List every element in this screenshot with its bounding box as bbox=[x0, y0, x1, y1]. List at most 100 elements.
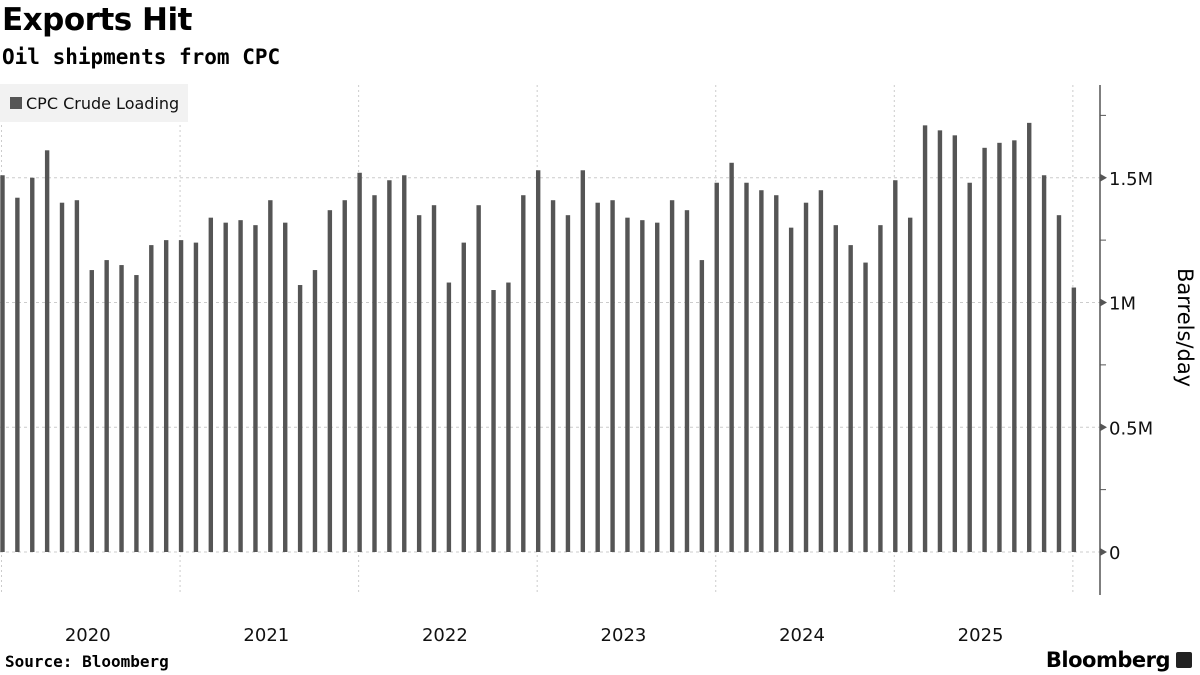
x-tick-label: 2020 bbox=[65, 625, 111, 646]
bar-2025-01 bbox=[893, 180, 898, 552]
y-tick-label: 1.5M bbox=[1109, 169, 1153, 190]
x-tick-label: 2025 bbox=[958, 625, 1004, 646]
bar-2020-06 bbox=[74, 200, 80, 552]
bar-2023-09 bbox=[655, 222, 660, 552]
bar-2024-02 bbox=[729, 162, 734, 552]
bar-2025-07 bbox=[982, 147, 987, 552]
bar-2021-05 bbox=[238, 220, 243, 553]
bar-2021-03 bbox=[208, 217, 214, 553]
bar-2024-05 bbox=[774, 195, 779, 552]
bar-2023-03 bbox=[565, 215, 571, 553]
bar-2023-08 bbox=[640, 220, 645, 553]
bloomberg-logo: Bloomberg bbox=[1046, 648, 1192, 672]
bar-2020-07 bbox=[89, 270, 94, 552]
bar-2025-02 bbox=[907, 217, 913, 553]
x-tick-label: 2024 bbox=[779, 625, 825, 646]
bar-2021-07 bbox=[268, 200, 273, 552]
bar-2025-11 bbox=[1041, 175, 1047, 552]
bar-2020-03 bbox=[30, 177, 35, 552]
bar-2024-11 bbox=[863, 262, 868, 552]
legend-label: CPC Crude Loading bbox=[26, 93, 180, 113]
y-tick bbox=[1100, 423, 1107, 432]
bar-2026-01 bbox=[1071, 287, 1077, 552]
bar-2022-11 bbox=[506, 282, 511, 552]
x-axis-labels: 2020 2021 2022 2023 2024 2025 bbox=[65, 625, 1004, 646]
bar-2021-12 bbox=[342, 200, 347, 552]
bar-2022-01 bbox=[357, 172, 362, 552]
bar-2024-07 bbox=[803, 202, 809, 552]
chart-subtitle: Oil shipments from CPC bbox=[2, 45, 281, 69]
x-tick-label: 2022 bbox=[422, 625, 468, 646]
bar-2023-12 bbox=[699, 260, 705, 552]
bar-2023-07 bbox=[625, 217, 630, 553]
bar-2021-02 bbox=[193, 242, 199, 552]
bar-2023-05 bbox=[595, 202, 600, 552]
y-tick bbox=[1100, 548, 1107, 556]
bar-2024-10 bbox=[848, 245, 853, 553]
bar-2024-12 bbox=[878, 225, 883, 552]
bar-2022-02 bbox=[372, 195, 377, 552]
bar-2021-11 bbox=[327, 210, 333, 552]
bar-2020-05 bbox=[59, 202, 65, 552]
bar-2024-01 bbox=[714, 182, 719, 553]
bar-2022-09 bbox=[476, 205, 481, 552]
legend-swatch bbox=[10, 97, 22, 109]
source-note: Source: Bloomberg bbox=[5, 652, 169, 671]
x-tick-label: 2021 bbox=[243, 625, 289, 646]
bar-2025-06 bbox=[967, 182, 972, 553]
bar-2023-10 bbox=[669, 200, 675, 552]
bar-2022-12 bbox=[521, 195, 526, 552]
bar-2025-10 bbox=[1027, 122, 1032, 553]
y-axis: 0 0.5M 1M 1.5M bbox=[1099, 85, 1153, 595]
bar-2023-11 bbox=[684, 210, 690, 552]
chart-title: Exports Hit bbox=[2, 2, 192, 38]
bar-2020-01 bbox=[0, 175, 5, 552]
bar-2022-10 bbox=[491, 290, 496, 552]
bar-2025-12 bbox=[1056, 215, 1062, 553]
bar-2020-02 bbox=[15, 197, 20, 552]
y-tick-label: 0 bbox=[1109, 543, 1120, 564]
bar-2024-06 bbox=[788, 227, 794, 552]
bar-2021-01 bbox=[178, 240, 184, 552]
bar-2020-04 bbox=[44, 150, 50, 552]
y-tick bbox=[1100, 298, 1107, 307]
bar-2020-10 bbox=[134, 275, 139, 552]
bar-2021-08 bbox=[283, 222, 288, 552]
bloomberg-logo-icon bbox=[1176, 652, 1192, 668]
bar-2020-12 bbox=[163, 240, 169, 552]
bar-2022-03 bbox=[387, 180, 392, 552]
x-tick-label: 2023 bbox=[601, 625, 647, 646]
bar-2025-04 bbox=[937, 130, 943, 552]
bar-2021-04 bbox=[223, 222, 228, 552]
bar-2021-09 bbox=[297, 285, 303, 552]
bar-2023-02 bbox=[550, 200, 556, 552]
bar-2021-06 bbox=[253, 225, 258, 552]
bar-2025-08 bbox=[997, 142, 1002, 552]
bar-2020-09 bbox=[119, 265, 124, 552]
y-tick-label: 1M bbox=[1109, 294, 1136, 315]
bars bbox=[0, 122, 1077, 553]
bar-2020-08 bbox=[104, 260, 109, 552]
bar-2024-09 bbox=[833, 225, 838, 552]
bar-2022-06 bbox=[431, 205, 437, 552]
bar-2020-11 bbox=[149, 245, 154, 553]
bar-2025-09 bbox=[1012, 140, 1017, 552]
y-tick-label: 0.5M bbox=[1109, 418, 1153, 439]
bar-2021-10 bbox=[312, 270, 318, 552]
y-tick bbox=[1100, 173, 1107, 182]
bar-2024-08 bbox=[818, 190, 824, 552]
bar-2022-08 bbox=[461, 242, 466, 552]
legend: CPC Crude Loading bbox=[0, 84, 188, 122]
bar-2023-06 bbox=[610, 200, 615, 552]
bar-2025-03 bbox=[922, 125, 928, 552]
bar-2025-05 bbox=[952, 135, 958, 552]
bar-2024-03 bbox=[744, 182, 749, 553]
bar-2022-04 bbox=[402, 175, 407, 552]
bar-2022-07 bbox=[446, 282, 452, 552]
brand-text: Bloomberg bbox=[1045, 648, 1171, 672]
bar-2022-05 bbox=[416, 215, 422, 553]
bar-2023-04 bbox=[580, 170, 586, 552]
bar-2023-01 bbox=[535, 170, 541, 552]
bar-2024-04 bbox=[759, 190, 764, 552]
